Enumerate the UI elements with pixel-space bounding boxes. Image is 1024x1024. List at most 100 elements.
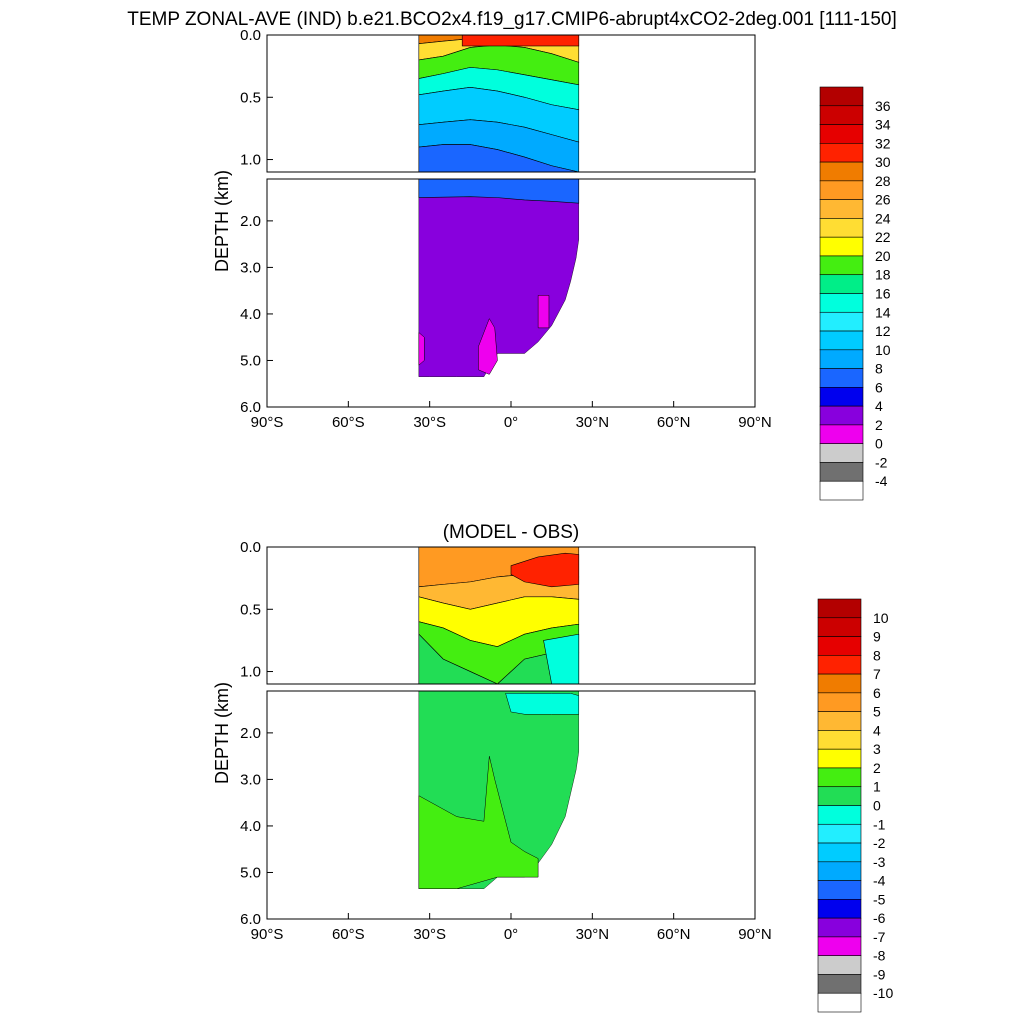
colorbar-label: 16	[875, 286, 891, 302]
y-tick-label: 5.0	[240, 352, 261, 369]
colorbar-label: 2	[873, 760, 881, 776]
colorbar-swatch	[819, 368, 864, 388]
deep-fill-region	[418, 179, 579, 377]
cool-patch-upper	[543, 633, 580, 684]
colorbar-swatch	[819, 161, 864, 182]
x-tick-label: 60°S	[332, 414, 365, 431]
colorbar-swatch	[817, 711, 862, 731]
colorbar-label: 26	[875, 192, 891, 208]
colorbar-swatch	[817, 617, 862, 637]
y-tick-label: 2.0	[240, 213, 261, 230]
x-tick-label: 0°	[504, 926, 518, 943]
colorbar-label: -4	[873, 873, 886, 889]
colorbar-label: 20	[875, 248, 891, 264]
y-tick-label: 3.0	[240, 259, 261, 276]
colorbar-label: 4	[873, 722, 881, 738]
colorbar-swatch	[817, 767, 862, 788]
colorbar-swatch	[819, 405, 864, 426]
colorbar-label: -10	[873, 985, 893, 1001]
y-tick-label: 0.5	[240, 601, 261, 618]
warm-core-region	[510, 552, 580, 588]
contour-band-6	[418, 144, 579, 172]
colorbar-label: 8	[873, 647, 881, 663]
colorbar-label: 1	[873, 779, 881, 795]
colorbar-label: 34	[875, 117, 891, 133]
colorbar-label: 28	[875, 173, 891, 189]
colorbar-swatch	[817, 936, 862, 956]
colorbar-swatch	[819, 480, 864, 501]
upper-frame	[266, 546, 756, 685]
x-tick-label: 60°N	[657, 926, 691, 943]
lower-subpanel-fill	[418, 179, 580, 377]
colorbar-label: 24	[875, 210, 891, 226]
colorbar-swatch	[817, 655, 862, 675]
colorbar-swatch	[817, 899, 862, 919]
colorbar-label: 6	[873, 685, 881, 701]
colorbar-label: 30	[875, 154, 891, 170]
colorbar-label: 22	[875, 229, 891, 245]
colorbar-label: 0	[873, 798, 881, 814]
colorbar-swatch	[819, 349, 864, 369]
colorbar-label: 4	[875, 398, 883, 414]
colorbar-label: -5	[873, 891, 886, 907]
cold-patch-2	[537, 295, 550, 329]
colorbar-swatch	[817, 880, 862, 900]
cool-deep-patch	[505, 693, 580, 715]
x-tick-label: 30°N	[576, 414, 610, 431]
x-tick-label: 90°S	[251, 414, 284, 431]
colorbar-swatch	[817, 805, 862, 825]
y-tick-label: 2.0	[240, 725, 261, 742]
colorbar-swatch	[819, 199, 864, 219]
y-axis-label: DEPTH (km)	[212, 170, 232, 272]
colorbar-label: 6	[875, 379, 883, 395]
colorbar-swatch	[819, 387, 864, 407]
colorbar-swatch	[819, 143, 864, 163]
x-tick-label: 30°N	[576, 926, 610, 943]
colorbar-label: 2	[875, 417, 883, 433]
contour-band-4	[418, 633, 580, 684]
upper-frame	[266, 34, 756, 173]
y-tick-label: 3.0	[240, 771, 261, 788]
colorbar-swatch	[819, 462, 864, 482]
colorbar-swatch	[817, 974, 862, 994]
deep-blue-layer	[418, 179, 580, 204]
x-tick-label: 90°N	[738, 926, 772, 943]
panel-title: (MODEL - OBS)	[443, 522, 580, 543]
colorbar-swatch	[819, 424, 864, 444]
colorbar-label: 10	[875, 342, 891, 358]
colorbar-label: 9	[873, 629, 881, 645]
colorbar-label: 3	[873, 741, 881, 757]
y-tick-label: 0.5	[240, 89, 261, 106]
colorbar-label: -2	[875, 454, 888, 470]
y-tick-label: 6.0	[240, 399, 261, 416]
colorbar-label: -9	[873, 966, 886, 982]
colorbar-label: 36	[875, 98, 891, 114]
y-tick-label: 1.0	[240, 664, 261, 681]
colorbar-swatch	[819, 124, 864, 144]
colorbar-label: -8	[873, 948, 886, 964]
warm-deep-region	[418, 756, 539, 890]
y-tick-label: 1.0	[240, 152, 261, 169]
x-tick-label: 30°S	[413, 926, 446, 943]
colorbar-label: -4	[875, 473, 888, 489]
cold-patch-1	[478, 318, 498, 375]
colorbar-swatch	[819, 255, 864, 276]
colorbar-swatch	[817, 730, 862, 750]
colorbar-swatch	[817, 917, 862, 938]
colorbar-label: -6	[873, 910, 886, 926]
x-tick-label: 0°	[504, 414, 518, 431]
colorbar-swatch	[819, 105, 864, 125]
x-tick-label: 90°S	[251, 926, 284, 943]
colorbar-swatch	[817, 992, 862, 1013]
surface-warm-patch	[461, 35, 580, 47]
colorbar-swatch	[817, 786, 862, 806]
colorbar-swatch	[817, 823, 862, 844]
colorbar-label: 0	[875, 436, 883, 452]
colorbar-label: 5	[873, 704, 881, 720]
lower-panel-model-minus-obs: 0.00.51.02.03.04.05.06.090°S 60°S 30°S 0° 30…	[212, 522, 893, 1013]
colorbar-swatch	[819, 443, 864, 463]
colorbar-swatch	[817, 748, 862, 769]
